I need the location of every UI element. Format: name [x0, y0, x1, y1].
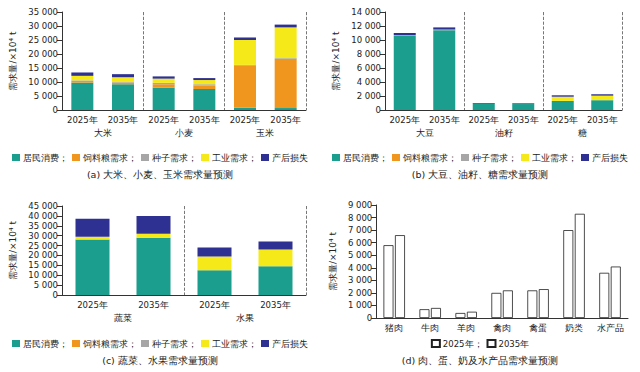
svg-text:饲料粮需求；: 饲料粮需求； [82, 153, 137, 163]
svg-text:水果: 水果 [236, 313, 254, 323]
svg-text:禽肉: 禽肉 [493, 323, 511, 333]
svg-text:饲料粮需求；: 饲料粮需求； [82, 339, 137, 349]
svg-text:2025年: 2025年 [67, 115, 98, 125]
svg-text:(c) 蔬菜、水果需求量预测: (c) 蔬菜、水果需求量预测 [102, 355, 218, 366]
svg-text:工业需求；: 工业需求； [212, 153, 257, 163]
svg-text:8 000: 8 000 [348, 213, 372, 223]
svg-text:产后损失: 产后损失 [272, 153, 308, 163]
svg-text:10 000: 10 000 [351, 35, 381, 45]
svg-text:2025年: 2025年 [468, 115, 499, 125]
svg-text:5 000: 5 000 [348, 250, 372, 260]
svg-text:6 000: 6 000 [348, 238, 372, 248]
svg-text:种子需求；: 种子需求； [472, 153, 517, 163]
svg-text:2035年: 2035年 [270, 115, 301, 125]
svg-text:5 000: 5 000 [34, 280, 58, 290]
svg-text:25 000: 25 000 [28, 35, 58, 45]
svg-text:禽蛋: 禽蛋 [529, 323, 547, 333]
svg-text:2035年: 2035年 [499, 339, 530, 349]
svg-text:4 000: 4 000 [357, 77, 381, 87]
svg-text:2025年: 2025年 [547, 115, 578, 125]
svg-text:20 000: 20 000 [28, 250, 58, 260]
svg-text:工业需求；: 工业需求； [532, 153, 577, 163]
svg-text:居民消费；: 居民消费； [23, 339, 68, 349]
svg-text:30 000: 30 000 [28, 21, 58, 31]
svg-text:6 000: 6 000 [357, 63, 381, 73]
svg-text:2025年: 2025年 [389, 115, 420, 125]
svg-text:12 000: 12 000 [351, 21, 381, 31]
svg-text:产后损失: 产后损失 [592, 153, 628, 163]
svg-text:0: 0 [367, 313, 372, 323]
svg-text:蔬菜: 蔬菜 [114, 313, 132, 323]
svg-text:2025年: 2025年 [148, 115, 179, 125]
svg-text:糖: 糖 [578, 128, 587, 138]
svg-text:15 000: 15 000 [28, 63, 58, 73]
svg-text:2035年: 2035年 [587, 115, 618, 125]
svg-text:0: 0 [376, 105, 381, 115]
svg-text:大米: 大米 [94, 128, 112, 138]
svg-text:3 000: 3 000 [348, 275, 372, 285]
svg-text:40 000: 40 000 [28, 211, 58, 221]
svg-text:需求量/×10⁴ t: 需求量/×10⁴ t [331, 31, 341, 90]
svg-text:20 000: 20 000 [28, 49, 58, 59]
svg-text:2035年: 2035年 [138, 300, 169, 310]
svg-text:种子需求；: 种子需求； [152, 339, 197, 349]
svg-text:玉米: 玉米 [256, 128, 274, 138]
svg-text:4 000: 4 000 [348, 263, 372, 273]
svg-text:2 000: 2 000 [357, 91, 381, 101]
svg-text:牛肉: 牛肉 [421, 323, 439, 333]
svg-text:小麦: 小麦 [175, 128, 193, 138]
svg-text:(a) 大米、小麦、玉米需求量预测: (a) 大米、小麦、玉米需求量预测 [87, 169, 233, 180]
svg-text:0: 0 [53, 290, 58, 300]
svg-text:猪肉: 猪肉 [385, 323, 403, 333]
svg-text:产后损失: 产后损失 [272, 339, 308, 349]
svg-text:35 000: 35 000 [28, 7, 58, 17]
svg-text:45 000: 45 000 [28, 201, 58, 211]
svg-text:奶类: 奶类 [565, 323, 583, 333]
svg-text:2025年: 2025年 [230, 115, 261, 125]
svg-text:1 000: 1 000 [348, 300, 372, 310]
svg-text:工业需求；: 工业需求； [212, 339, 257, 349]
svg-text:需求量/×10⁴ t: 需求量/×10⁴ t [328, 232, 338, 291]
svg-text:5 000: 5 000 [34, 91, 58, 101]
svg-text:种子需求；: 种子需求； [152, 153, 197, 163]
svg-text:10 000: 10 000 [28, 270, 58, 280]
svg-text:25 000: 25 000 [28, 241, 58, 251]
svg-text:2025年；: 2025年； [443, 339, 483, 349]
svg-text:2035年: 2035年 [260, 300, 291, 310]
svg-text:2025年: 2025年 [199, 300, 230, 310]
svg-text:油籽: 油籽 [495, 128, 513, 138]
svg-text:2025年: 2025年 [77, 300, 108, 310]
svg-text:大豆: 大豆 [416, 128, 434, 138]
svg-text:居民消费；: 居民消费； [23, 153, 68, 163]
svg-text:饲料粮需求；: 饲料粮需求； [402, 153, 457, 163]
svg-text:羊肉: 羊肉 [457, 323, 475, 333]
svg-text:9 000: 9 000 [348, 200, 372, 210]
svg-text:15 000: 15 000 [28, 260, 58, 270]
svg-text:30 000: 30 000 [28, 231, 58, 241]
svg-text:需求量/×10⁴ t: 需求量/×10⁴ t [8, 221, 18, 280]
svg-text:2035年: 2035年 [189, 115, 220, 125]
svg-text:水产品: 水产品 [597, 323, 624, 333]
svg-text:0: 0 [53, 105, 58, 115]
svg-text:需求量/×10⁴ t: 需求量/×10⁴ t [8, 31, 18, 90]
svg-text:2035年: 2035年 [108, 115, 139, 125]
svg-text:2035年: 2035年 [429, 115, 460, 125]
svg-text:8 000: 8 000 [357, 49, 381, 59]
svg-text:(b) 大豆、油籽、糖需求量预测: (b) 大豆、油籽、糖需求量预测 [412, 169, 548, 180]
svg-text:2 000: 2 000 [348, 288, 372, 298]
svg-text:2035年: 2035年 [508, 115, 539, 125]
svg-text:7 000: 7 000 [348, 225, 372, 235]
svg-text:14 000: 14 000 [351, 7, 381, 17]
svg-text:(d) 肉、蛋、奶及水产品需求量预测: (d) 肉、蛋、奶及水产品需求量预测 [402, 355, 558, 366]
svg-text:10 000: 10 000 [28, 77, 58, 87]
svg-text:35 000: 35 000 [28, 221, 58, 231]
svg-text:居民消费；: 居民消费； [343, 153, 388, 163]
